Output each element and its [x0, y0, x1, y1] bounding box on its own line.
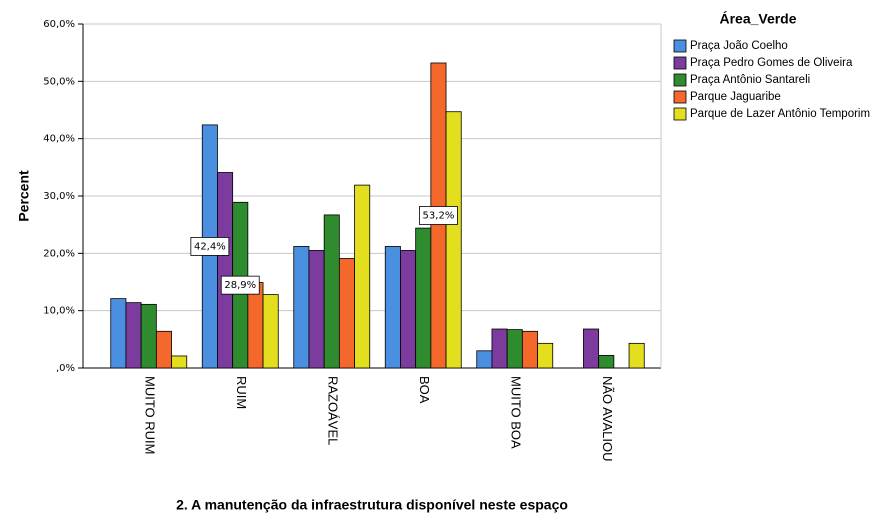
y-tick-label: 60,0%	[43, 19, 75, 30]
bar	[110, 298, 127, 369]
bar	[583, 328, 600, 369]
x-tick-label: BOA	[417, 376, 432, 404]
bar	[400, 250, 417, 369]
bar	[537, 342, 554, 369]
data-label-text: 42,4%	[194, 241, 226, 252]
y-tick-label: 50,0%	[43, 76, 75, 87]
bar	[262, 294, 279, 369]
bar	[247, 282, 264, 369]
legend-label: Praça João Coelho	[690, 40, 788, 52]
y-tick-label: ,0%	[56, 363, 75, 374]
bar	[415, 227, 432, 369]
bar	[354, 184, 371, 369]
legend-title: Área_Verde	[719, 11, 796, 27]
x-tick-label: MUITO BOA	[508, 376, 523, 449]
x-tick-label: RUIM	[234, 376, 249, 409]
legend-swatch	[673, 39, 687, 53]
bar	[140, 303, 157, 369]
bar	[338, 258, 355, 369]
data-label: 42,4%	[190, 237, 230, 256]
x-tick-label: RAZOÁVEL	[325, 376, 340, 445]
legend-label: Praça Antônio Santareli	[690, 74, 810, 86]
bar	[598, 354, 615, 369]
y-tick-label: 20,0%	[43, 248, 75, 259]
data-label-box	[190, 237, 230, 256]
y-tick-label: 30,0%	[43, 191, 75, 202]
bar	[171, 355, 188, 369]
legend-swatch	[673, 56, 687, 70]
x-tick-label: NÃO AVALIOU	[600, 376, 615, 462]
y-tick-label: 10,0%	[43, 306, 75, 317]
legend-label: Parque de Lazer Antônio Temporim	[690, 108, 870, 120]
data-label-text: 28,9%	[224, 280, 256, 291]
y-axis-title: Percent	[16, 170, 32, 222]
y-tick-label: 40,0%	[43, 134, 75, 145]
bar	[323, 214, 340, 369]
bar	[628, 342, 645, 369]
x-axis-title: 2. A manutenção da infraestrutura dispon…	[176, 497, 568, 513]
legend-swatch	[673, 73, 687, 87]
data-label-box	[220, 275, 260, 295]
bar	[476, 350, 493, 369]
x-tick-label: MUITO RUIM	[142, 376, 157, 454]
bar	[445, 111, 462, 369]
legend-label: Parque Jaguaribe	[690, 91, 781, 103]
bar	[125, 302, 142, 369]
bar	[308, 250, 325, 369]
bar	[293, 246, 310, 369]
legend-swatch	[673, 107, 687, 121]
data-label-box	[419, 206, 458, 225]
legend-swatch	[673, 90, 687, 104]
data-label-text: 53,2%	[423, 210, 455, 221]
bar	[521, 330, 538, 369]
legend-label: Praça Pedro Gomes de Oliveira	[690, 57, 853, 69]
data-label: 53,2%	[419, 206, 458, 225]
data-label: 28,9%	[220, 275, 260, 295]
bar	[155, 330, 172, 369]
bar	[217, 172, 234, 369]
bar	[384, 246, 401, 369]
bar	[491, 328, 508, 369]
bar	[506, 329, 523, 369]
